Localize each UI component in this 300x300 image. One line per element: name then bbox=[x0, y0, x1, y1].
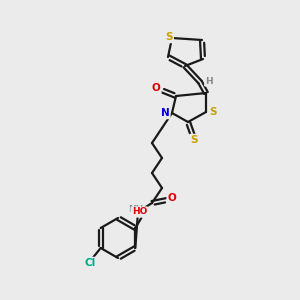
Text: S: S bbox=[190, 135, 198, 145]
Text: HO: HO bbox=[132, 208, 147, 217]
Text: N: N bbox=[160, 108, 169, 118]
Text: O: O bbox=[168, 193, 176, 203]
Text: O: O bbox=[152, 83, 160, 93]
Text: S: S bbox=[165, 32, 173, 42]
Text: Cl: Cl bbox=[84, 258, 95, 268]
Text: NH: NH bbox=[128, 206, 144, 214]
Text: H: H bbox=[205, 76, 213, 85]
Text: S: S bbox=[209, 107, 217, 117]
